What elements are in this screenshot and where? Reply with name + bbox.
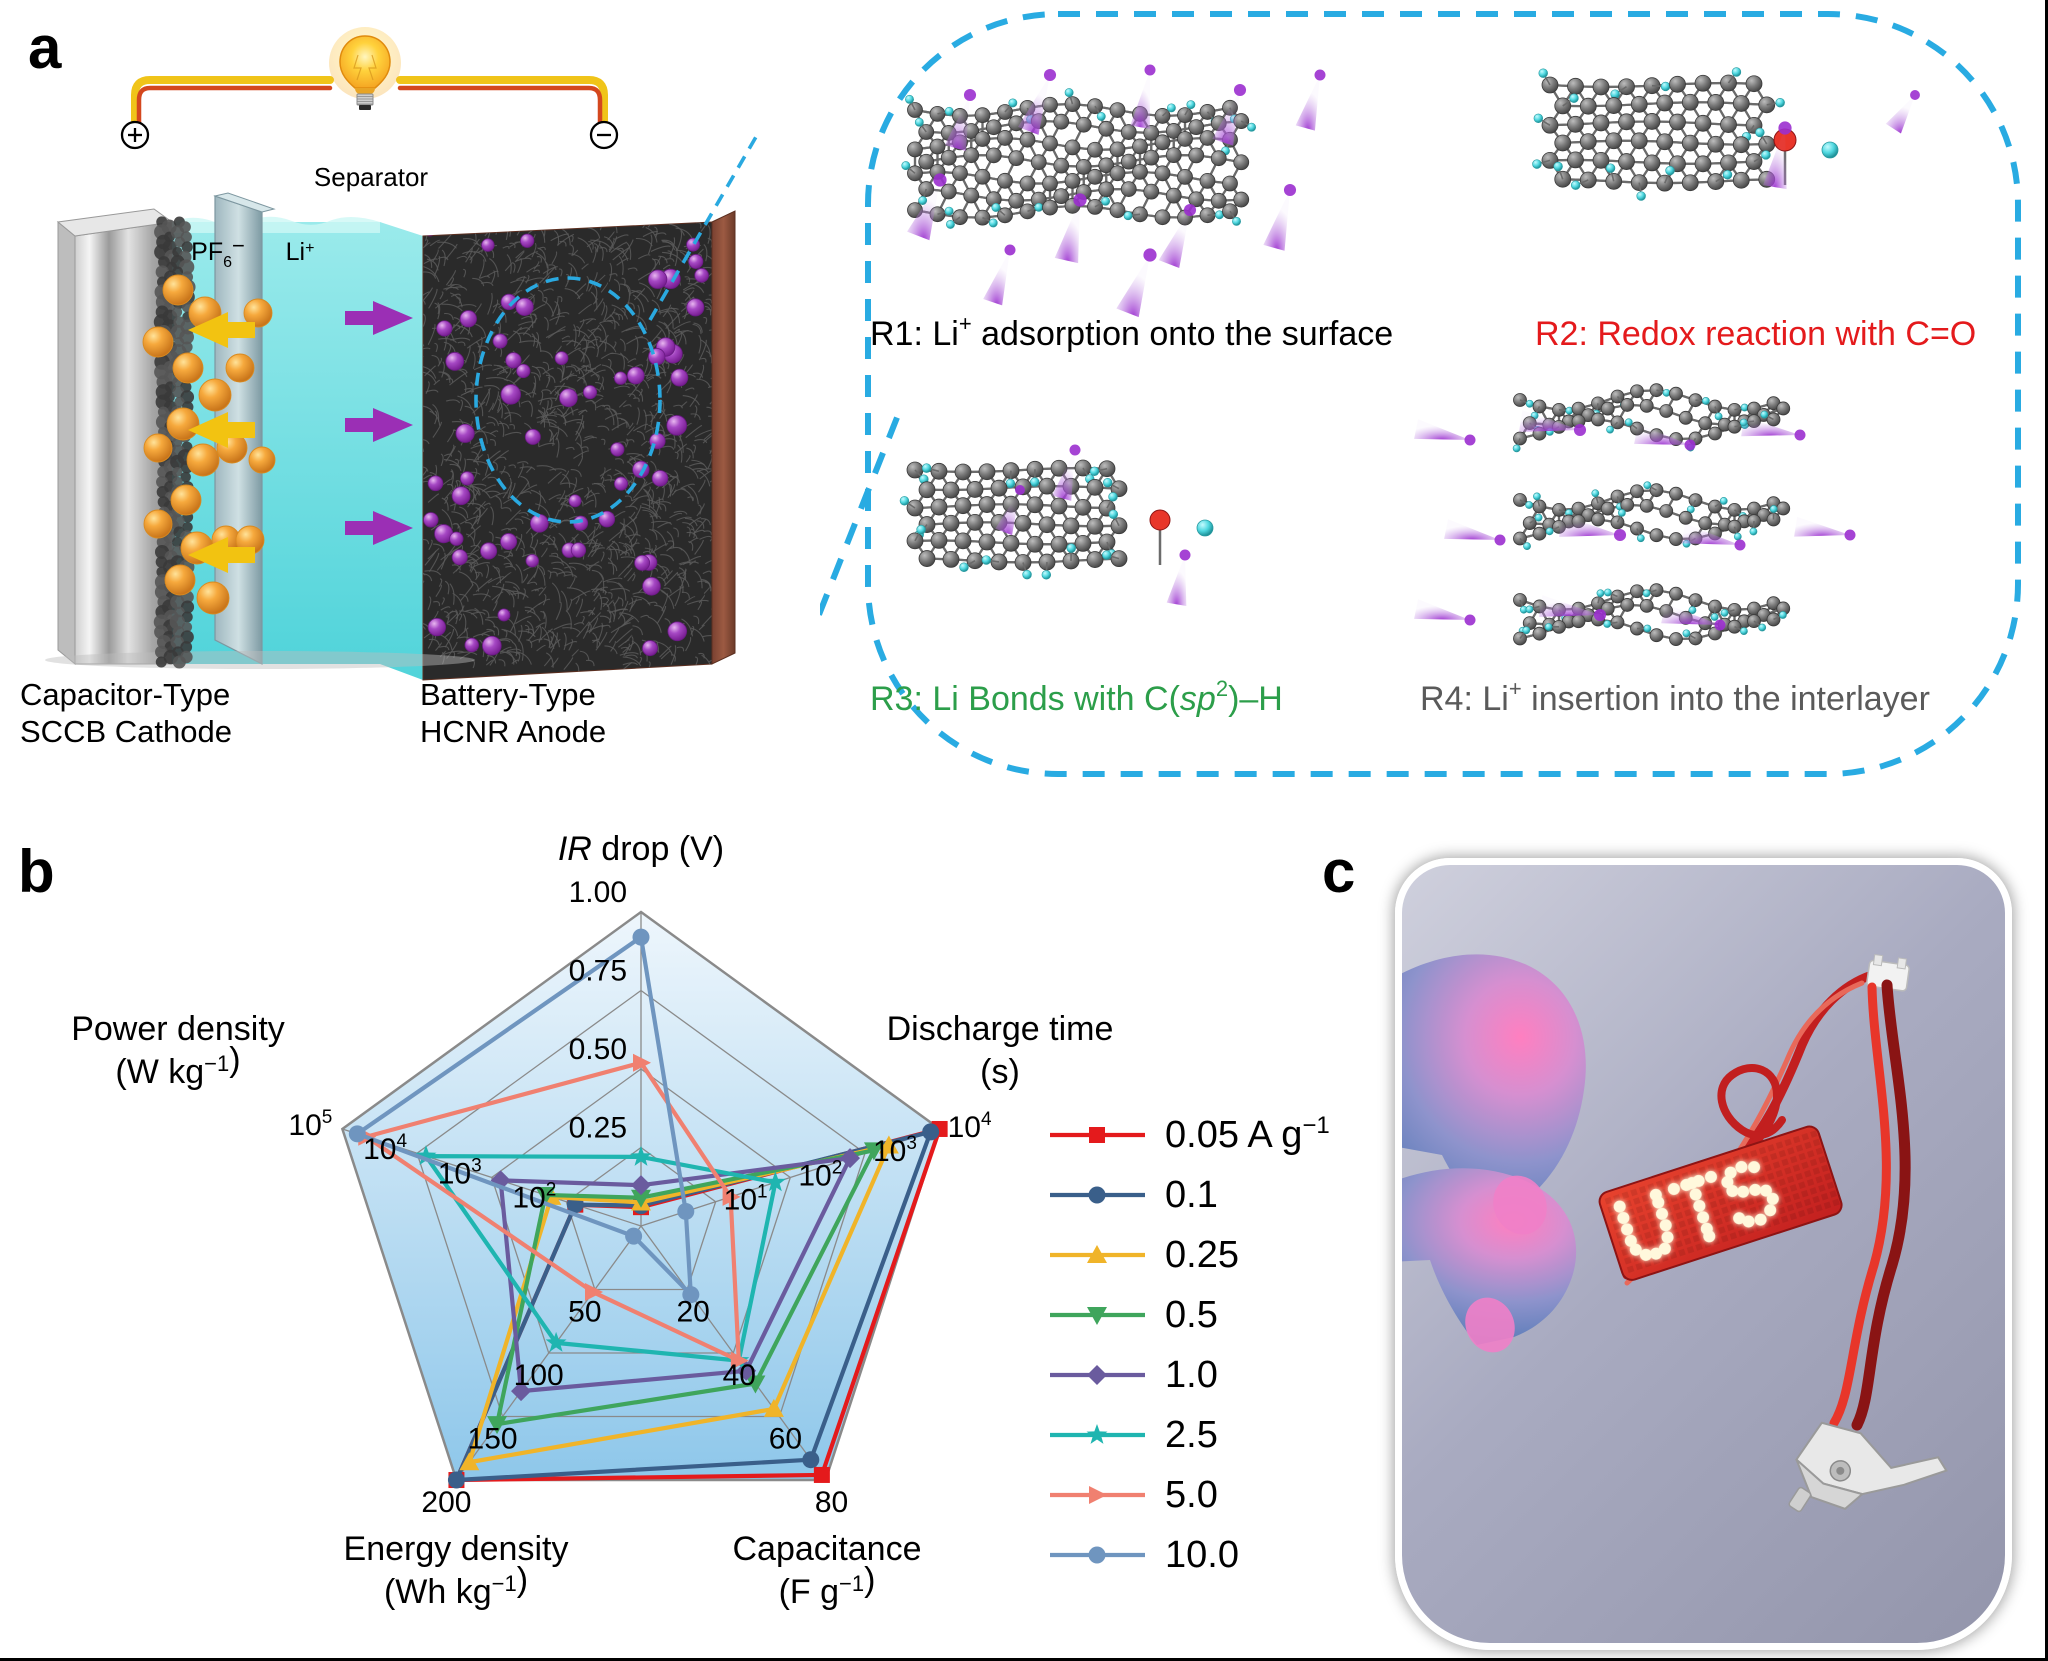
svg-text:1.0: 1.0: [1165, 1354, 1218, 1396]
svg-text:1.00: 1.00: [569, 876, 627, 909]
svg-text:R3: Li Bonds with C(sp2)–H: R3: Li Bonds with C(sp2)–H: [870, 676, 1283, 718]
svg-text:0.5: 0.5: [1165, 1294, 1218, 1336]
svg-text:0.50: 0.50: [569, 1033, 627, 1066]
svg-text:0.25: 0.25: [569, 1112, 627, 1145]
svg-text:0.1: 0.1: [1165, 1174, 1218, 1216]
svg-text:Capacitor-Type: Capacitor-Type: [20, 677, 230, 712]
svg-text:Separator: Separator: [314, 162, 429, 192]
svg-text:R1: Li+ adsorption onto the su: R1: Li+ adsorption onto the surface: [870, 311, 1393, 353]
svg-text:Energy density: Energy density: [344, 1530, 569, 1568]
svg-text:Capacitance: Capacitance: [732, 1530, 921, 1568]
svg-text:IR drop (V): IR drop (V): [558, 830, 724, 868]
svg-text:SCCB Cathode: SCCB Cathode: [20, 714, 232, 749]
svg-text:50: 50: [568, 1296, 601, 1329]
svg-text:2.5: 2.5: [1165, 1414, 1218, 1456]
svg-text:40: 40: [723, 1359, 756, 1392]
svg-text:(Wh kg−1): (Wh kg−1): [384, 1561, 528, 1611]
svg-text:R4: Li+ insertion into the int: R4: Li+ insertion into the interlayer: [1420, 676, 1930, 718]
svg-text:(s): (s): [980, 1053, 1020, 1091]
svg-text:0.25: 0.25: [1165, 1234, 1239, 1276]
svg-text:80: 80: [815, 1486, 848, 1519]
svg-text:0.75: 0.75: [569, 955, 627, 988]
svg-text:150: 150: [468, 1423, 518, 1456]
svg-text:Discharge time: Discharge time: [887, 1010, 1114, 1048]
svg-text:100: 100: [514, 1359, 564, 1392]
svg-text:20: 20: [676, 1296, 709, 1329]
svg-text:5.0: 5.0: [1165, 1474, 1218, 1516]
svg-text:105: 105: [288, 1107, 332, 1142]
svg-text:0.05 A g−1: 0.05 A g−1: [1165, 1112, 1330, 1156]
svg-text:60: 60: [769, 1423, 802, 1456]
svg-text:Power density: Power density: [71, 1010, 285, 1048]
svg-text:Battery-Type: Battery-Type: [420, 677, 596, 712]
svg-text:10.0: 10.0: [1165, 1534, 1239, 1576]
svg-text:R2: Redox reaction with C=O: R2: Redox reaction with C=O: [1535, 315, 1976, 353]
svg-text:HCNR Anode: HCNR Anode: [420, 714, 606, 749]
svg-text:104: 104: [948, 1109, 992, 1144]
svg-text:200: 200: [421, 1486, 471, 1519]
svg-text:(F g−1): (F g−1): [779, 1561, 876, 1611]
svg-text:(W kg−1): (W kg−1): [115, 1041, 240, 1091]
